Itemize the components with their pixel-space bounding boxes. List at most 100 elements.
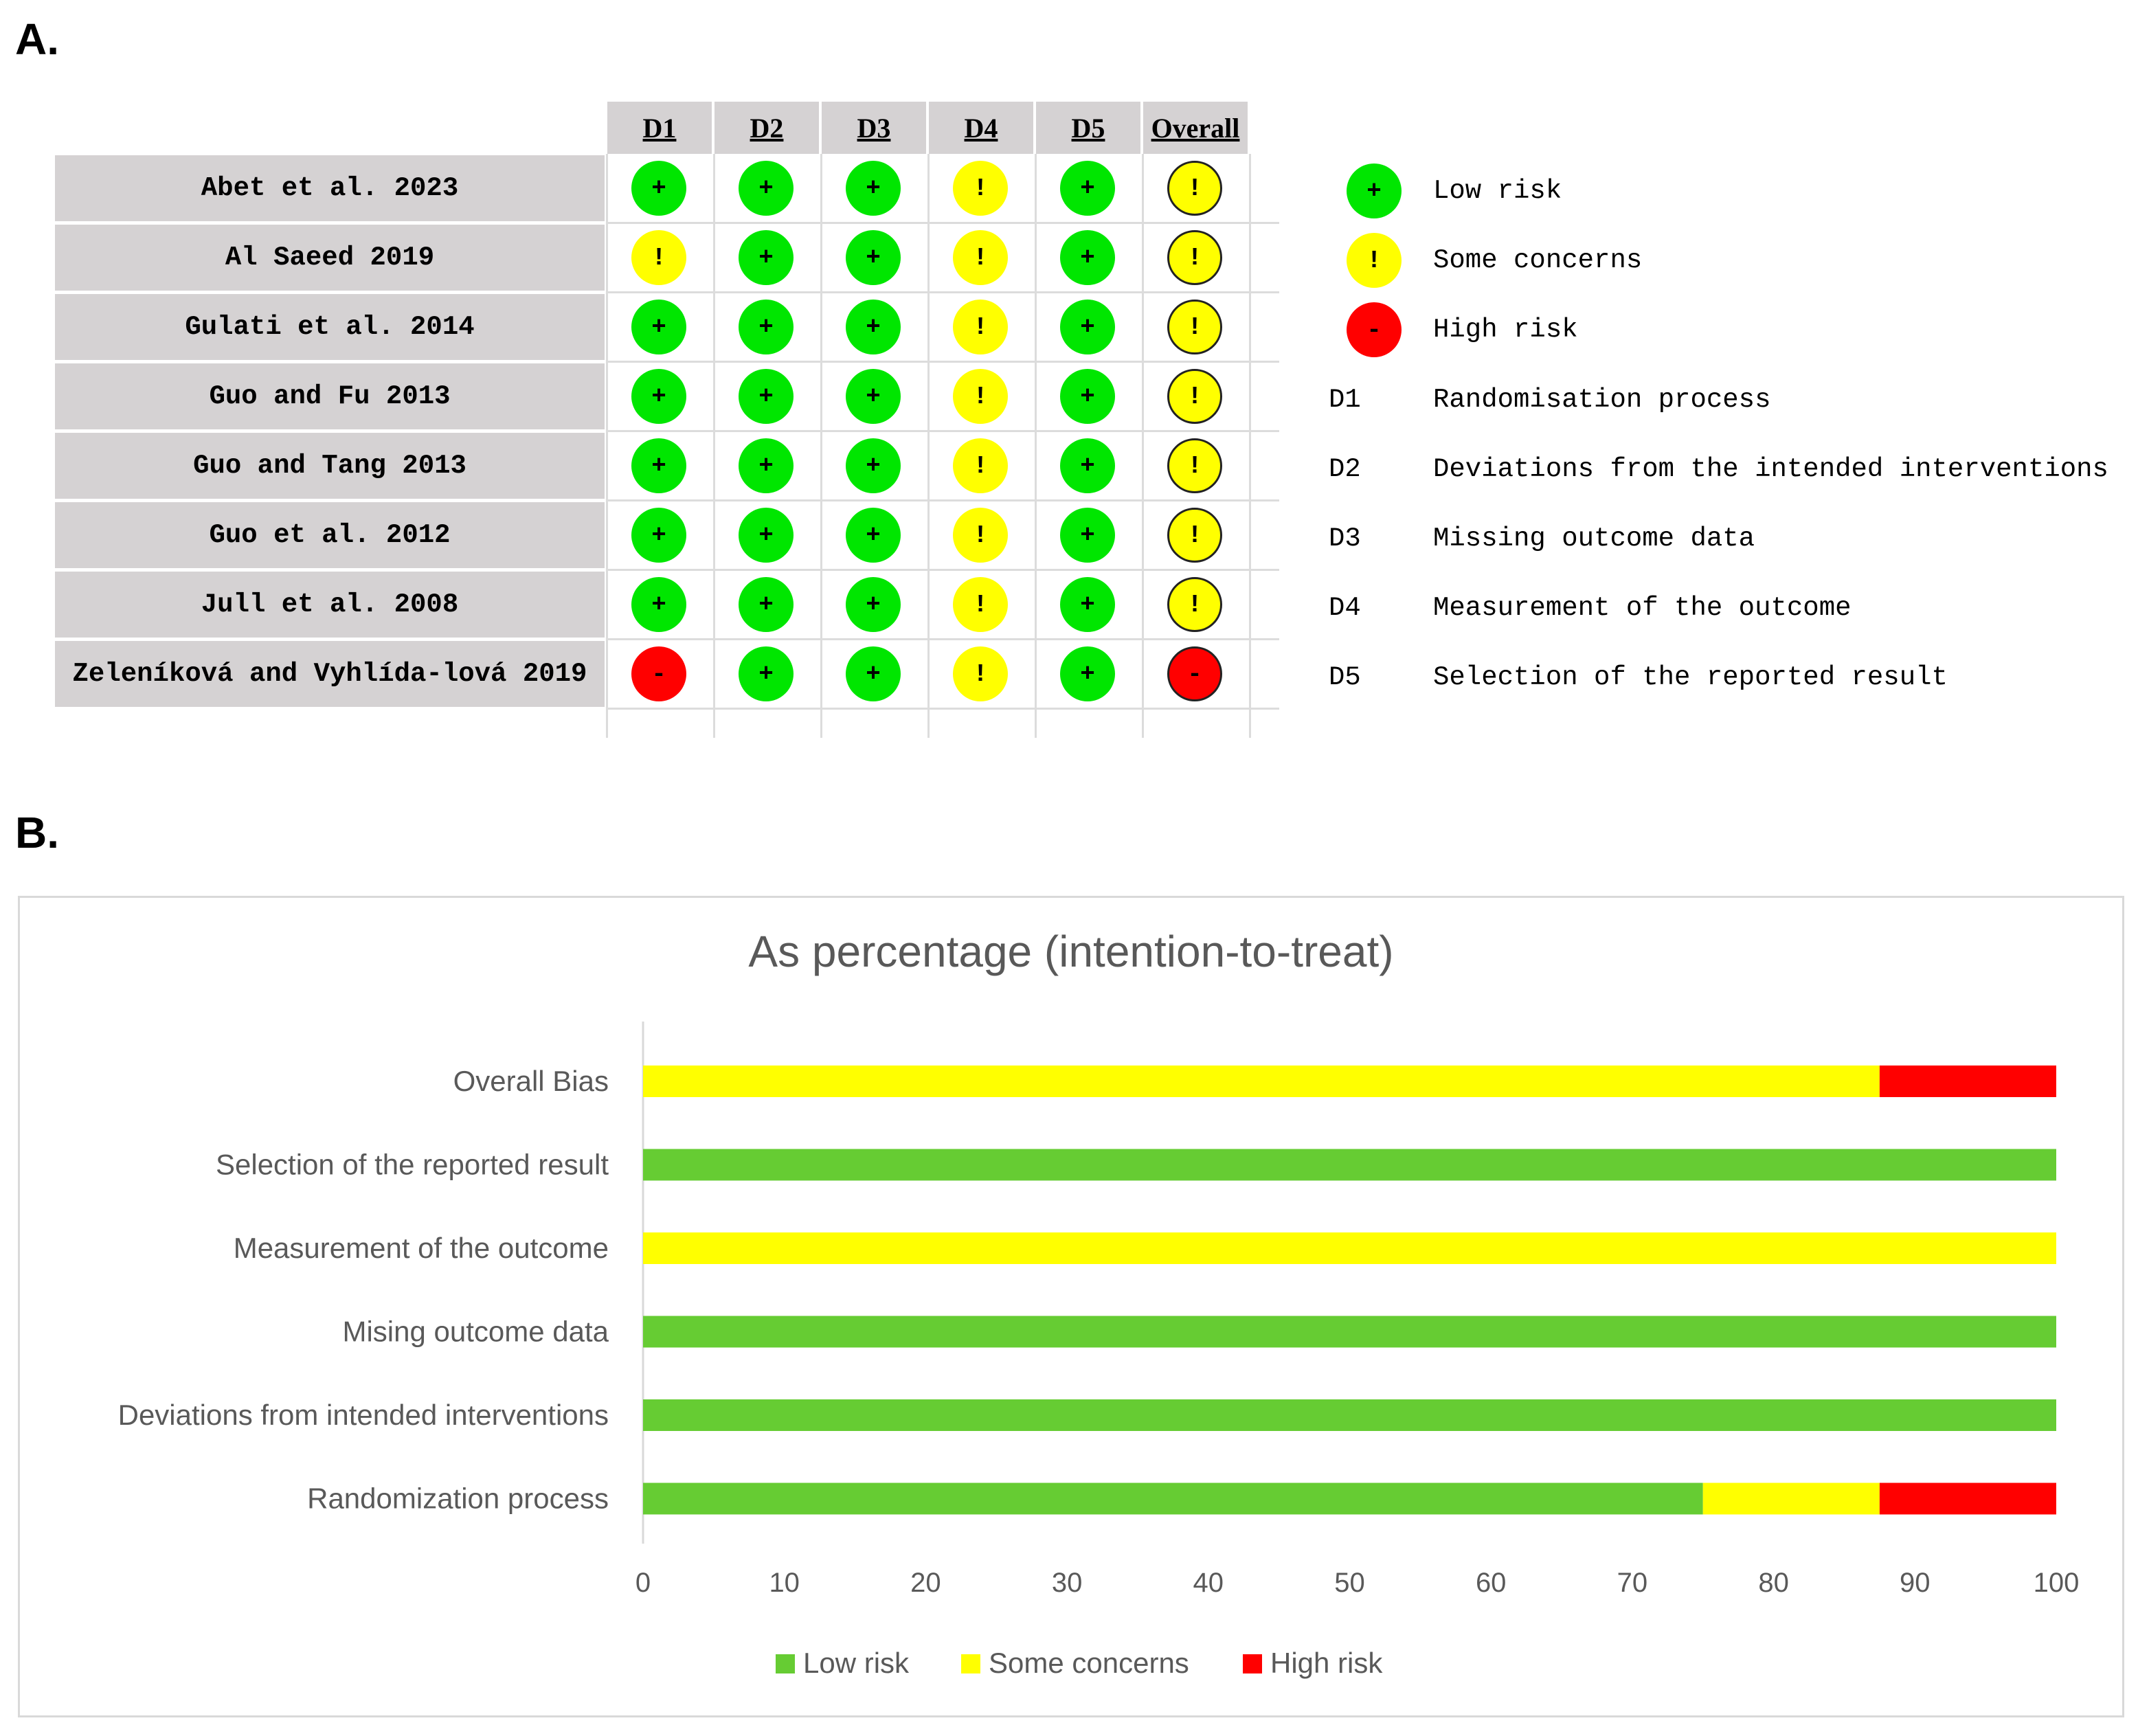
risk-dot-low: + [1060,438,1115,493]
grid-line-vertical [820,154,822,738]
x-tick-label: 60 [1476,1568,1507,1598]
risk-dot-low: + [1060,646,1115,701]
domain-code: D3 [1329,523,1361,554]
column-header-d3: D3 [822,102,926,154]
bar-low-risk [643,1149,2056,1181]
risk-dot-some: ! [953,230,1008,285]
bias-percentage-chart: As percentage (intention-to-treat) Overal… [18,896,2124,1717]
risk-dot-some: ! [1167,300,1222,354]
x-tick-label: 40 [1193,1568,1224,1598]
risk-dot-low: + [739,438,794,493]
legend-item-high: - High risk [1347,302,2137,357]
risk-dot-low: + [631,369,686,424]
risk-dot-low: + [846,577,901,632]
legend-label: Low risk [803,1647,910,1679]
category-label: Selection of the reported result [216,1149,609,1181]
risk-dot-some: ! [1167,161,1222,216]
panel-a-label: A. [15,14,59,64]
risk-dot-low: + [631,161,686,216]
risk-dot-low: + [1060,577,1115,632]
grid-line-horizontal [606,499,1279,501]
risk-dot-some: ! [631,230,686,285]
grid-line-horizontal [606,430,1279,432]
bar-low-risk [643,1399,2056,1431]
risk-dot-low: + [739,161,794,216]
category-label: Overall Bias [453,1065,609,1097]
study-label: Gulati et al. 2014 [55,294,605,360]
domain-code: D5 [1329,662,1361,692]
x-tick-label: 0 [635,1568,651,1598]
risk-dot-low: + [739,646,794,701]
x-tick-label: 80 [1758,1568,1789,1598]
domain-description: Randomisation process [1433,385,1771,415]
x-tick-label: 30 [1052,1568,1083,1598]
grid-line-vertical [1142,154,1144,738]
legend-swatch-high-risk [1243,1654,1262,1673]
risk-dot-low: + [739,300,794,354]
risk-dot-some: ! [953,577,1008,632]
grid-line-horizontal [606,291,1279,293]
domain-description: Selection of the reported result [1433,662,1948,692]
legend-dot-some: ! [1347,233,1402,288]
risk-dot-low: + [1060,508,1115,563]
grid-line-vertical [1035,154,1037,738]
bar-high-risk [1879,1066,2056,1097]
category-label: Deviations from intended interventions [118,1399,609,1431]
study-label: Al Saeed 2019 [55,225,605,291]
risk-dot-low: + [846,369,901,424]
risk-dot-low: + [846,646,901,701]
domain-description: Measurement of the outcome [1433,593,1852,623]
risk-dot-low: + [739,577,794,632]
x-tick-label: 70 [1617,1568,1648,1598]
study-label: Jull et al. 2008 [55,572,605,638]
risk-dot-some: ! [1167,438,1222,493]
study-label: Abet et al. 2023 [55,155,605,221]
column-header-overall: Overall [1143,102,1248,154]
column-header-d4: D4 [929,102,1033,154]
risk-dot-low: + [846,438,901,493]
study-label: Zeleníková and Vyhlída-lová 2019 [55,641,605,707]
risk-dot-low: + [739,508,794,563]
domain-code: D1 [1329,385,1361,415]
risk-dot-high: - [1167,646,1222,701]
x-tick-label: 10 [769,1568,800,1598]
bar-low-risk [643,1316,2056,1348]
risk-dot-low: + [846,230,901,285]
risk-dot-low: + [1060,300,1115,354]
category-label: Randomization process [307,1483,609,1515]
grid-line-horizontal [606,569,1279,571]
legend-label: High risk [1433,315,1578,345]
domain-description: Deviations from the intended interventio… [1433,454,2108,484]
legend-swatch-some-concerns [961,1654,980,1673]
bar-high-risk [1879,1483,2056,1515]
study-label: Guo et al. 2012 [55,502,605,568]
risk-dot-low: + [631,300,686,354]
domain-description: Missing outcome data [1433,523,1755,554]
legend-item-some: ! Some concerns [1347,233,2137,288]
legend-item-low: + Low risk [1347,164,2137,218]
panel-b-label: B. [15,808,59,857]
risk-dot-low: + [1060,161,1115,216]
grid-line-horizontal [606,638,1279,640]
risk-dot-some: ! [1167,369,1222,424]
risk-dot-some: ! [953,508,1008,563]
risk-dot-low: + [739,369,794,424]
risk-dot-low: + [846,508,901,563]
column-header-d2: D2 [714,102,819,154]
risk-dot-some: ! [953,161,1008,216]
risk-dot-low: + [846,300,901,354]
risk-dot-high: - [631,646,686,701]
risk-dot-some: ! [953,369,1008,424]
grid-line-horizontal [606,708,1279,710]
bar-some-concerns [1702,1483,1880,1515]
x-tick-label: 100 [2034,1568,2080,1598]
grid-line-horizontal [606,222,1279,224]
domain-code: D4 [1329,593,1361,623]
column-header-d1: D1 [607,102,712,154]
bar-low-risk [643,1483,1703,1515]
risk-dot-low: + [631,577,686,632]
risk-dot-low: + [846,161,901,216]
study-label: Guo and Tang 2013 [55,433,605,499]
risk-dot-some: ! [1167,230,1222,285]
category-label: Mising outcome data [342,1316,609,1348]
